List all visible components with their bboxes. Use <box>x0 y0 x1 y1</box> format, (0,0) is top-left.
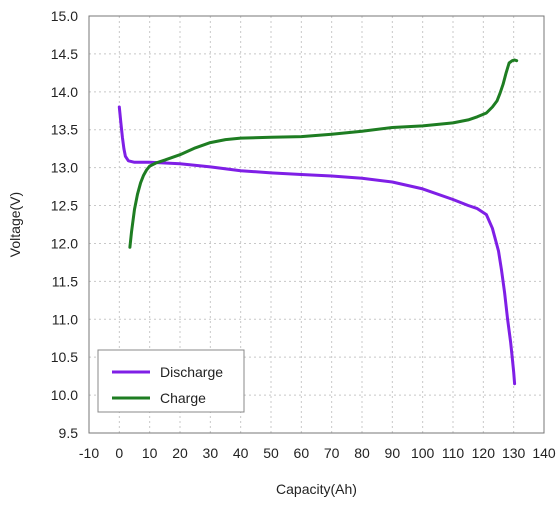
x-tick-label: 30 <box>203 445 219 461</box>
x-tick-label: 120 <box>472 445 496 461</box>
x-tick-label: 0 <box>115 445 123 461</box>
x-tick-label: -10 <box>79 445 99 461</box>
x-tick-label: 10 <box>142 445 158 461</box>
series-layer <box>117 58 519 386</box>
x-tick-label: 40 <box>233 445 249 461</box>
y-tick-label: 12.0 <box>51 235 78 251</box>
y-tick-label: 11.5 <box>52 273 78 289</box>
legend: Discharge Charge <box>97 349 245 413</box>
series-line-discharge <box>117 105 517 386</box>
x-axis-title: Capacity(Ah) <box>276 481 357 497</box>
x-tick-label: 90 <box>385 445 401 461</box>
plot-frame <box>88 15 545 434</box>
series-line-charge <box>128 58 519 249</box>
y-tick-label: 14.0 <box>51 84 78 100</box>
x-tick-label: 20 <box>172 445 188 461</box>
y-axis-title: Voltage(V) <box>7 192 23 257</box>
legend-box <box>97 349 245 413</box>
x-tick-label: 60 <box>294 445 310 461</box>
y-tick-label: 11.0 <box>52 311 78 327</box>
x-tick-label: 50 <box>263 445 279 461</box>
y-tick-label: 10.0 <box>51 387 78 403</box>
tick-labels: -10 0 10 20 30 40 50 60 70 80 90 100 110 120 130 140 9.5… <box>51 8 556 461</box>
y-tick-label: 13.5 <box>51 122 78 138</box>
x-tick-label: 130 <box>502 445 526 461</box>
legend-label-discharge: Discharge <box>160 364 223 380</box>
y-tick-label: 12.5 <box>51 198 78 214</box>
x-tick-label: 70 <box>324 445 340 461</box>
x-tick-label: 80 <box>354 445 370 461</box>
x-tick-label: 110 <box>442 445 465 461</box>
y-tick-label: 9.5 <box>59 425 79 441</box>
y-tick-label: 10.5 <box>51 349 78 365</box>
y-tick-label: 13.0 <box>51 160 78 176</box>
legend-label-charge: Charge <box>160 390 206 406</box>
x-tick-label: 140 <box>532 445 556 461</box>
x-tick-label: 100 <box>411 445 435 461</box>
y-tick-label: 14.5 <box>51 46 78 62</box>
y-tick-label: 15.0 <box>51 8 78 24</box>
